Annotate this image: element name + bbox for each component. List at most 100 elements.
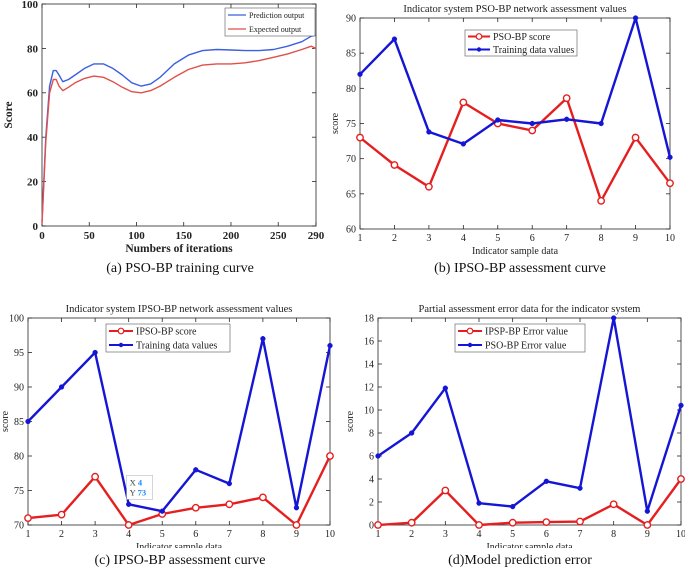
data-point [357, 71, 363, 77]
data-point [667, 154, 673, 160]
data-point [424, 182, 433, 191]
chart-b-group: 1 2 3 4 5 6 7 8 9 10 60 65 70 75 80 85 90 Indicator syste… [330, 4, 675, 257]
y-tick-label: 18 [364, 314, 374, 325]
y-tick-label: 95 [14, 348, 24, 359]
data-point [159, 508, 165, 514]
legend-label: Training data values [493, 45, 574, 56]
data-point [508, 518, 517, 527]
data-point [58, 384, 65, 390]
x-tick-label: 10 [325, 529, 335, 540]
series-2 [41, 45, 317, 224]
chart-title: Partial assessment error data for the in… [419, 304, 641, 315]
legend-box [454, 323, 586, 353]
x-tick-label: 9 [645, 529, 650, 540]
x-tick-label: 5 [160, 529, 165, 540]
y-tick-label: 70 [14, 521, 24, 532]
y-tick-label: 60 [346, 225, 356, 236]
y-tick-label: 90 [346, 14, 356, 25]
y-tick-label: 10 [364, 406, 374, 417]
data-point [293, 505, 300, 511]
chart-b-pso-bp-assessment: 1 2 3 4 5 6 7 8 9 10 60 65 70 75 80 85 90 Indicator syste… [330, 4, 675, 257]
y-tick-label: 65 [346, 189, 356, 200]
data-point [475, 521, 483, 529]
x-tick-label: 9 [633, 233, 638, 244]
legend-marker [117, 327, 125, 335]
y-tick-label: 8 [369, 429, 374, 440]
data-point [476, 500, 482, 506]
data-point [442, 385, 448, 391]
series-1 [41, 34, 317, 222]
caption-c: (c) IPSO-BP assessment curve [94, 553, 266, 568]
data-point [495, 117, 501, 123]
chart-c-group: 1 2 3 4 5 6 7 8 9 10 70 75 80 85 90 95 100 Indicator syst… [0, 304, 335, 548]
datatip-y-label: Y [130, 487, 138, 497]
y-tick-label: 20 [27, 176, 39, 188]
legend-marker [466, 327, 474, 335]
series-line [41, 34, 317, 222]
data-point [611, 315, 617, 321]
series-line [359, 96, 671, 203]
x-tick-label: 100 [128, 230, 145, 242]
y-tick-label: 16 [364, 337, 374, 348]
legend-label: IPSP-BP Error value [485, 327, 569, 338]
datatip-x: X 4 [130, 477, 143, 487]
caption-b: (b) IPSO-BP assessment curve [434, 261, 606, 276]
legend-marker [118, 342, 124, 348]
chart-title: Indicator system IPSO-BP network assessm… [66, 304, 293, 315]
series-line [359, 16, 672, 158]
series-2 [357, 15, 673, 160]
y-axis-label: Score [3, 101, 15, 128]
data-point [631, 133, 640, 142]
data-point [562, 94, 571, 103]
x-tick-label: 6 [193, 529, 198, 540]
x-tick-label: 50 [84, 230, 96, 242]
data-point [193, 467, 199, 473]
legend: Prediction output Expected output [224, 7, 316, 37]
y-tick-label: 0 [33, 221, 39, 233]
data-point [390, 161, 399, 169]
x-axis-label: Indicator sample data [136, 542, 223, 548]
data-point [609, 500, 618, 509]
data-point [542, 518, 551, 527]
plot-area [41, 3, 317, 227]
datatip-y: Y 73 [130, 487, 146, 497]
y-tick-label: 75 [346, 119, 356, 130]
y-tick-label: 2 [369, 498, 374, 509]
caption-a: (a) PSO-BP training curve [106, 261, 254, 276]
data-point [564, 116, 570, 122]
x-tick-label: 4 [126, 529, 131, 540]
data-point [528, 126, 537, 135]
x-tick-label: 1 [26, 529, 31, 540]
legend-label: Prediction output [249, 11, 305, 20]
data-point [677, 475, 685, 483]
legend-label: PSO-BP score [493, 32, 551, 43]
y-axis-label: score [330, 112, 341, 134]
y-axis-label: score [0, 410, 11, 432]
x-axis-label: Indicator sample data [472, 246, 559, 257]
data-point [356, 133, 364, 142]
y-tick-label: 60 [27, 88, 39, 100]
legend: IPSP-BP Error value PSO-BP Error value [454, 323, 586, 353]
data-point [326, 452, 334, 460]
series-2 [25, 336, 333, 514]
x-tick-label: 9 [294, 529, 299, 540]
data-point [576, 517, 584, 526]
y-tick-label: 80 [14, 452, 24, 463]
data-point [126, 501, 132, 507]
x-tick-label: 3 [426, 233, 431, 244]
datatip: X 4Y 73 [126, 475, 153, 500]
y-tick-label: 0 [369, 521, 374, 532]
series-line [41, 45, 317, 224]
legend-label: Training data values [136, 341, 217, 352]
data-point [258, 493, 267, 502]
x-tick-label: 7 [227, 529, 232, 540]
x-tick-label: 2 [392, 233, 397, 244]
y-tick-label: 90 [14, 383, 24, 394]
data-point [260, 336, 266, 342]
y-axis-label: score [345, 410, 356, 432]
data-point [543, 478, 549, 484]
x-tick-label: 8 [260, 529, 265, 540]
